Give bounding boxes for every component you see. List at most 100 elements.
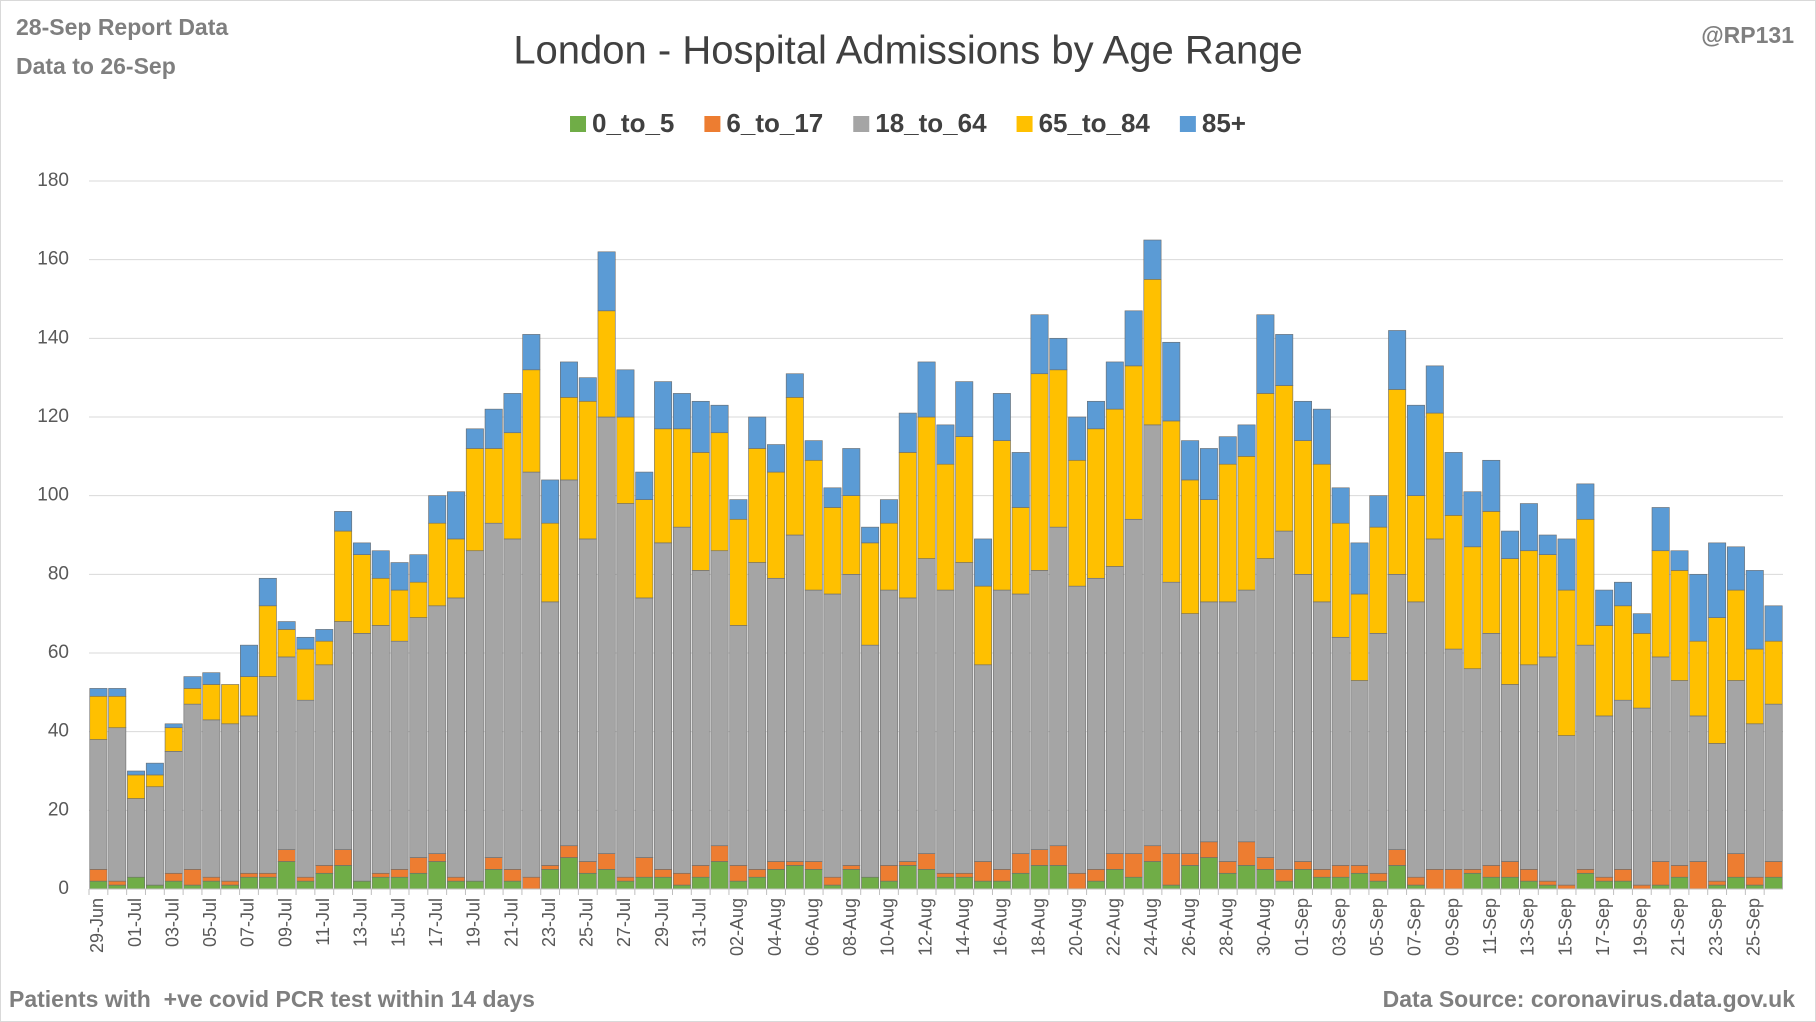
bar-segment xyxy=(1595,589,1614,626)
legend-label: 0_to_5 xyxy=(592,108,674,138)
bar-segment xyxy=(221,684,240,725)
bar-segment xyxy=(748,562,767,870)
y-tick-label: 80 xyxy=(48,563,69,584)
bar-segment xyxy=(1068,459,1087,587)
bar-segment xyxy=(1632,633,1651,709)
bar-segment xyxy=(635,471,654,500)
bar-segment xyxy=(748,876,767,890)
bar-segment xyxy=(465,880,484,890)
bar-segment xyxy=(1237,841,1256,866)
bar-segment xyxy=(465,448,484,552)
bar-segment xyxy=(842,869,861,890)
bar-segment xyxy=(202,876,221,882)
bar-segment xyxy=(597,310,616,418)
bar-segment xyxy=(1708,743,1727,882)
bar-segment xyxy=(447,880,465,890)
bar-segment xyxy=(654,542,673,870)
bar-segment xyxy=(541,865,560,870)
x-tick-label: 05-Jul xyxy=(200,898,220,947)
bar-segment xyxy=(1199,448,1218,500)
bar-segment xyxy=(1538,554,1557,658)
bar-segment xyxy=(974,664,993,862)
bar-segment xyxy=(89,869,108,882)
bar-segment xyxy=(804,861,823,870)
bar-segment xyxy=(1726,589,1745,681)
bar-segment xyxy=(1614,581,1632,607)
bar-segment xyxy=(315,629,334,642)
bar-segment xyxy=(127,774,146,799)
bar-segment xyxy=(334,849,353,866)
x-tick-label: 09-Sep xyxy=(1442,898,1462,956)
bar-segment xyxy=(1124,876,1143,890)
bar-segment xyxy=(1576,644,1595,870)
bar-segment xyxy=(296,876,315,882)
bar-segment xyxy=(1708,617,1727,744)
bar-segment xyxy=(447,538,465,599)
bar-segment xyxy=(1068,872,1087,890)
bar-segment xyxy=(1011,507,1030,595)
bar-segment xyxy=(541,869,560,890)
bar-segment xyxy=(748,416,767,449)
bar-segment xyxy=(898,861,917,866)
bar-segment xyxy=(1538,880,1557,886)
bar-segment xyxy=(428,605,447,854)
bar-segment xyxy=(767,861,785,870)
x-tick-label: 03-Sep xyxy=(1329,898,1349,956)
bar-segment xyxy=(560,845,578,858)
bar-segment xyxy=(1538,656,1557,882)
x-tick-label: 22-Aug xyxy=(1104,898,1124,956)
bar-segment xyxy=(484,857,503,870)
bar-segment xyxy=(1519,869,1538,882)
bar-segment xyxy=(1651,656,1670,862)
bar-segment xyxy=(1651,550,1670,658)
bar-segment xyxy=(447,876,465,882)
bar-segment xyxy=(315,640,334,666)
bar-segment xyxy=(1105,566,1124,854)
bar-segment xyxy=(1237,456,1256,591)
bar-segment xyxy=(1595,715,1614,878)
bar-segment xyxy=(729,625,748,866)
bar-segment xyxy=(1425,869,1444,890)
bar-segment xyxy=(1312,876,1331,890)
bar-segment xyxy=(296,699,315,878)
bar-segment xyxy=(748,869,767,878)
y-tick-label: 100 xyxy=(37,485,69,506)
bar-segment xyxy=(879,865,898,882)
bar-segment xyxy=(371,872,390,878)
bar-segment xyxy=(879,499,898,524)
bar-segment xyxy=(654,428,673,544)
bar-segment xyxy=(240,644,258,677)
bar-segment xyxy=(258,876,277,890)
bar-segment xyxy=(1256,857,1275,870)
bar-segment xyxy=(1143,861,1162,890)
y-tick-label: 140 xyxy=(37,327,69,348)
bar-segment xyxy=(823,884,842,890)
bar-segment xyxy=(672,872,691,886)
x-tick-label: 16-Aug xyxy=(991,898,1011,956)
bar-segment xyxy=(804,589,823,862)
bar-segment xyxy=(1444,869,1463,890)
bar-segment xyxy=(1049,338,1068,371)
y-tick-label: 180 xyxy=(37,170,69,191)
bar-segment xyxy=(616,416,635,504)
bar-segment xyxy=(823,876,842,886)
bar-segment xyxy=(1482,876,1501,890)
bar-segment xyxy=(1425,365,1444,414)
bar-segment xyxy=(1501,876,1520,890)
bar-segment xyxy=(1764,876,1783,890)
x-tick-label: 19-Sep xyxy=(1631,898,1651,956)
bar-segment xyxy=(955,872,974,878)
bar-segment xyxy=(1011,452,1030,508)
bar-segment xyxy=(1181,479,1200,614)
bar-segment xyxy=(578,377,597,402)
bar-segment xyxy=(371,550,390,579)
bar-segment xyxy=(202,672,221,685)
report-note: 28-Sep Report Data xyxy=(16,14,228,40)
bar-segment xyxy=(1350,680,1369,866)
bar-segment xyxy=(1030,849,1049,866)
bar-segment xyxy=(503,880,522,890)
bar-segment xyxy=(1143,424,1162,847)
bar-segment xyxy=(1576,518,1595,646)
x-tick-label: 15-Sep xyxy=(1555,898,1575,956)
bar-segment xyxy=(879,589,898,866)
